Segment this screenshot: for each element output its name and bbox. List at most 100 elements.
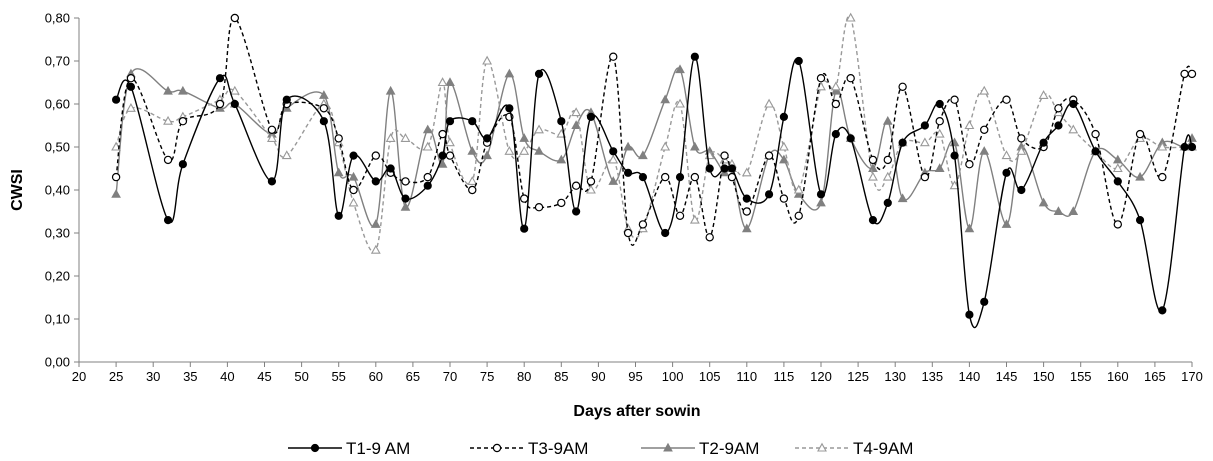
data-point	[882, 115, 893, 125]
data-point	[348, 197, 359, 207]
data-point	[919, 137, 930, 147]
data-point	[437, 77, 448, 87]
data-point	[623, 228, 633, 238]
data-point	[638, 173, 648, 182]
data-point	[720, 164, 729, 173]
x-tick-label: 25	[109, 369, 123, 384]
data-point	[1054, 104, 1063, 113]
data-point	[1135, 171, 1145, 181]
data-point	[1039, 138, 1048, 147]
x-tick-label: 20	[72, 369, 86, 384]
data-point	[370, 219, 381, 228]
data-point	[720, 151, 729, 160]
data-point	[557, 117, 566, 126]
data-point	[779, 194, 789, 203]
data-point	[334, 211, 343, 220]
data-point	[534, 202, 544, 212]
legend-label: T2-9AM	[699, 439, 759, 458]
data-point	[126, 82, 136, 91]
data-point	[229, 85, 240, 95]
data-point	[1038, 90, 1049, 99]
data-point	[980, 297, 989, 306]
x-tick-label: 45	[257, 369, 271, 384]
data-point	[764, 98, 774, 108]
x-tick-label: 105	[699, 369, 721, 384]
data-point	[898, 138, 907, 147]
data-point	[267, 177, 277, 186]
data-point	[793, 184, 804, 194]
data-point	[1017, 134, 1026, 143]
data-point	[868, 155, 878, 165]
data-point	[422, 141, 433, 151]
data-point	[1054, 121, 1063, 130]
data-point	[846, 73, 855, 83]
data-point	[400, 133, 411, 142]
data-point	[883, 198, 892, 207]
data-point	[230, 99, 239, 109]
series-line	[115, 15, 1192, 253]
data-point	[586, 184, 596, 194]
data-point	[267, 125, 277, 135]
data-point	[1158, 172, 1167, 182]
y-tick-label: 0,00	[45, 355, 70, 370]
axes: 20 25 30 35 40 45 50 55 60 65 70 75 80 85 90 95 100 105 11…	[45, 11, 1203, 385]
data-point	[1112, 163, 1123, 173]
legend-label: T3-9AM	[528, 439, 588, 458]
data-point	[882, 171, 893, 181]
data-point	[230, 13, 240, 23]
data-point	[423, 181, 432, 190]
data-point	[897, 193, 908, 203]
data-point	[979, 85, 990, 95]
data-point	[215, 74, 225, 83]
data-point	[437, 158, 448, 168]
data-point	[764, 151, 774, 160]
data-point	[920, 172, 930, 182]
data-point	[816, 81, 826, 91]
data-point	[401, 194, 410, 203]
data-point	[333, 167, 344, 177]
data-point	[423, 172, 432, 182]
data-point	[112, 95, 121, 104]
data-point	[660, 141, 671, 151]
legend-item: T2-9AM	[641, 439, 759, 458]
data-point	[980, 125, 989, 135]
data-point	[705, 233, 714, 242]
data-point	[586, 112, 596, 122]
data-point	[690, 141, 700, 151]
data-point	[178, 85, 188, 95]
data-point	[779, 112, 789, 122]
data-point	[571, 181, 581, 190]
legend-marker	[310, 443, 320, 453]
data-point	[445, 151, 455, 160]
series-1	[112, 52, 1197, 329]
data-point	[1187, 69, 1197, 79]
data-point	[638, 150, 648, 160]
data-point	[557, 198, 566, 208]
data-point	[319, 104, 329, 113]
data-point	[1001, 219, 1012, 228]
data-point	[1017, 185, 1026, 195]
data-point	[556, 154, 567, 164]
data-point	[126, 73, 136, 83]
data-point	[1091, 129, 1100, 139]
data-point	[468, 185, 477, 195]
data-point	[741, 223, 752, 233]
data-point	[898, 82, 907, 92]
data-point	[964, 120, 975, 130]
x-tick-label: 95	[628, 369, 642, 384]
data-point	[445, 117, 455, 126]
data-point	[163, 85, 173, 95]
data-point	[1180, 69, 1189, 79]
data-point	[950, 151, 959, 160]
data-point	[1069, 99, 1078, 109]
data-point	[534, 124, 544, 134]
data-point	[319, 117, 328, 126]
data-point	[1112, 154, 1123, 164]
data-point	[371, 177, 380, 186]
data-point	[1157, 141, 1168, 151]
data-point	[816, 197, 826, 207]
y-tick-label: 0,70	[45, 54, 70, 69]
x-tick-label: 75	[480, 369, 494, 384]
data-point	[111, 189, 121, 198]
series-line	[115, 67, 1193, 230]
